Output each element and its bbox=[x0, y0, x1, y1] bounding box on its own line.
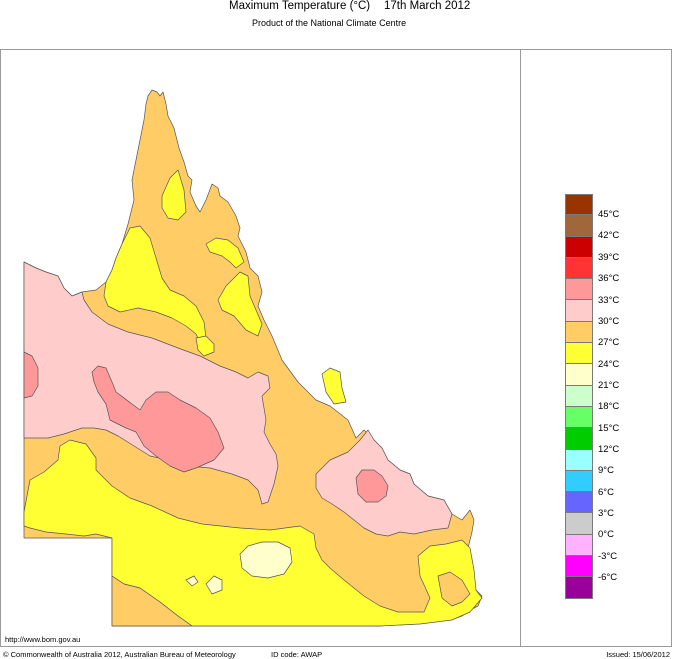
id-code: ID code: AWAP bbox=[271, 650, 323, 659]
legend-label: 39°C bbox=[598, 252, 620, 263]
legend-swatch bbox=[565, 300, 593, 322]
legend-label: 36°C bbox=[598, 273, 620, 284]
region-24-27-ne1 bbox=[205, 237, 245, 269]
legend-label: 12°C bbox=[598, 444, 620, 455]
legend-swatch bbox=[565, 194, 593, 216]
region-33-36-east bbox=[355, 469, 389, 503]
legend-label: 42°C bbox=[598, 230, 620, 241]
region-21-24-south bbox=[239, 541, 293, 579]
region-27-30-southwest bbox=[111, 575, 193, 627]
issued-date: Issued: 15/06/2012 bbox=[606, 650, 670, 659]
legend-bar bbox=[565, 194, 593, 599]
region-24-27-cape bbox=[161, 169, 187, 221]
region-33-36-central bbox=[91, 365, 225, 473]
region-24-27-ne2 bbox=[217, 271, 263, 337]
legend-swatch bbox=[565, 406, 593, 429]
legend-swatch bbox=[565, 215, 593, 237]
legend-swatch bbox=[565, 257, 593, 280]
legend-swatch bbox=[565, 534, 593, 557]
region-21-24-small2 bbox=[205, 575, 223, 595]
legend-label: 15°C bbox=[598, 423, 620, 434]
legend-swatch bbox=[565, 577, 593, 599]
legend-label: 6°C bbox=[598, 487, 614, 498]
legend-label: 30°C bbox=[598, 316, 620, 327]
legend-label: 21°C bbox=[598, 380, 620, 391]
legend-swatch bbox=[565, 364, 593, 386]
legend-label: -6°C bbox=[598, 572, 618, 583]
legend-swatch bbox=[565, 556, 593, 578]
legend-swatch bbox=[565, 236, 593, 258]
legend-swatch bbox=[565, 492, 593, 514]
legend-swatch bbox=[565, 279, 593, 301]
legend-swatch bbox=[565, 385, 593, 407]
bom-url-link[interactable]: http://www.bom.gov.au bbox=[5, 635, 81, 644]
map-title: Maximum Temperature (°C) 17th March 2012 bbox=[0, 0, 674, 16]
title-text: Maximum Temperature (°C) bbox=[229, 0, 371, 12]
legend-swatch bbox=[565, 470, 593, 493]
map-frame bbox=[0, 49, 672, 647]
region-27-30-se-lobe bbox=[437, 571, 471, 607]
legend-swatch bbox=[565, 343, 593, 365]
region-24-27-ne3 bbox=[321, 367, 347, 405]
legend-label: 0°C bbox=[598, 529, 614, 540]
legend-label: -3°C bbox=[598, 551, 618, 562]
legend-swatch bbox=[565, 513, 593, 535]
region-33-36-west bbox=[23, 351, 39, 399]
legend-divider bbox=[520, 49, 521, 647]
region-24-27-gulf bbox=[103, 225, 207, 347]
title-date: 17th March 2012 bbox=[384, 0, 471, 12]
region-24-27-central bbox=[195, 335, 215, 357]
legend-swatch bbox=[565, 449, 593, 471]
copyright-text: © Commonwealth of Australia 2012, Austra… bbox=[3, 650, 236, 659]
legend-label: 45°C bbox=[598, 209, 620, 220]
legend-label: 27°C bbox=[598, 337, 620, 348]
legend-label: 24°C bbox=[598, 359, 620, 370]
legend-swatch bbox=[565, 428, 593, 450]
subtitle: Product of the National Climate Centre bbox=[252, 18, 407, 28]
legend-label: 3°C bbox=[598, 508, 614, 519]
legend-label: 9°C bbox=[598, 465, 614, 476]
legend-swatch bbox=[565, 321, 593, 344]
legend-label: 33°C bbox=[598, 295, 620, 306]
region-21-24-small1 bbox=[185, 575, 199, 587]
legend-label: 18°C bbox=[598, 401, 620, 412]
